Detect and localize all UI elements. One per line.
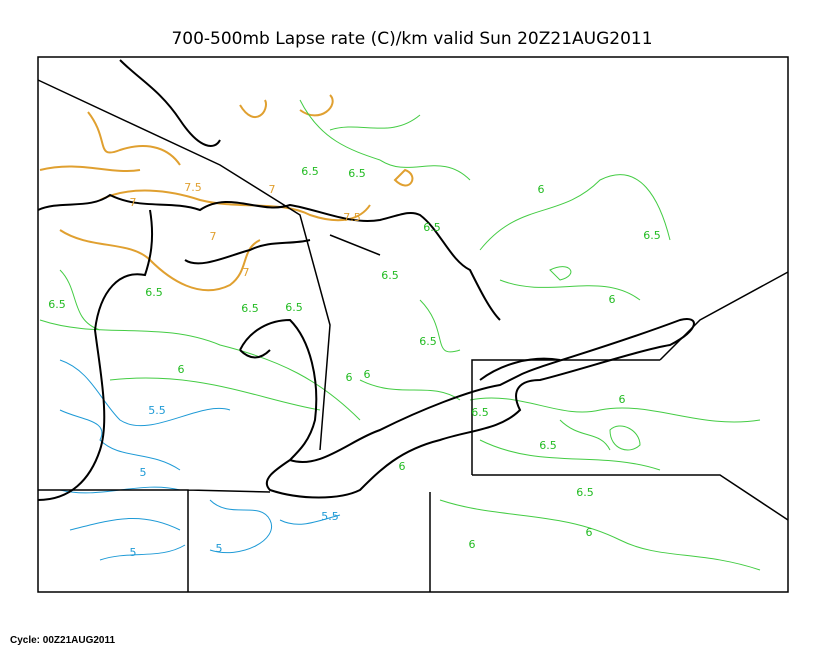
contour-label: 6.5 (419, 335, 437, 348)
contour-label: 6.5 (145, 286, 163, 299)
contour-label: 7 (269, 183, 276, 196)
contour-label: 5 (140, 466, 147, 479)
coastlines (37, 56, 789, 593)
cycle-label: Cycle: 00Z21AUG2011 (10, 635, 116, 646)
contour-label: 6.5 (576, 486, 594, 499)
contour-label: 6 (538, 183, 545, 196)
contour-label: 6 (619, 393, 626, 406)
contour-label: 5.5 (148, 404, 166, 417)
contour-label: 5 (216, 542, 223, 555)
contour-label: 5 (130, 546, 137, 559)
contour-label: 6.5 (301, 165, 319, 178)
contour-label: 5.5 (321, 510, 339, 523)
contour-label: 6.5 (643, 229, 661, 242)
contour-label: 6 (399, 460, 406, 473)
contour-label: 6 (469, 538, 476, 551)
contour-label: 7 (243, 266, 250, 279)
contour-label: 7 (130, 196, 137, 209)
contour-label: 6.5 (241, 302, 259, 315)
contour-label: 6.5 (348, 167, 366, 180)
contour-label: 6.5 (423, 221, 441, 234)
contour-label: 7 (210, 230, 217, 243)
contour-label: 6.5 (539, 439, 557, 452)
contour-label: 6 (178, 363, 185, 376)
contour-label: 6.5 (48, 298, 66, 311)
map-title: 700-500mb Lapse rate (C)/km valid Sun 20… (171, 29, 652, 49)
contours (39, 94, 761, 571)
contour-labels: 7.5 7 7 7 7 7.5 6.5 6.5 6 6.5 6.5 6.5 6 6.5 6.5 6.5 6.5 6… (48, 165, 661, 559)
contour-label: 6 (364, 368, 371, 381)
contour-label: 7.5 (184, 181, 202, 194)
contour-label: 6.5 (471, 406, 489, 419)
contour-label: 6 (609, 293, 616, 306)
contour-label: 6 (586, 526, 593, 539)
contour-label: 6 (346, 371, 353, 384)
contour-label: 6.5 (381, 269, 399, 282)
contour-label: 6.5 (285, 301, 303, 314)
contour-label: 7.5 (343, 211, 361, 224)
